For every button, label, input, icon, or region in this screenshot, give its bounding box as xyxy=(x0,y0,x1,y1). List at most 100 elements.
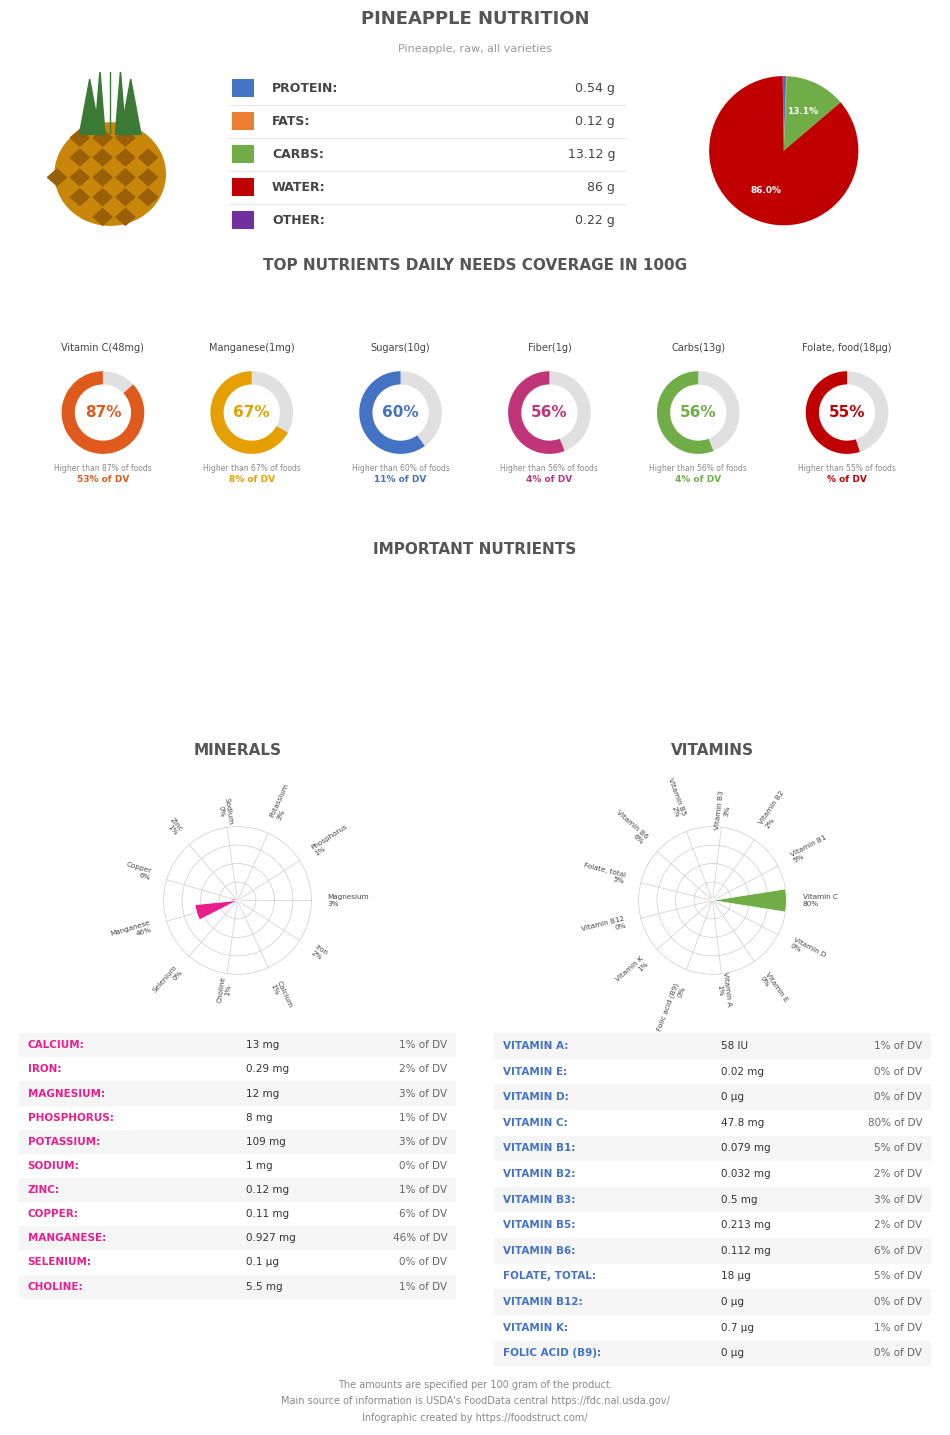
Text: Glycemic Index: Glycemic Index xyxy=(797,604,897,618)
Polygon shape xyxy=(139,189,158,205)
Text: 58 IU: 58 IU xyxy=(721,1040,749,1050)
Text: 2% of DV: 2% of DV xyxy=(874,1170,922,1180)
FancyBboxPatch shape xyxy=(494,1238,931,1264)
Text: 8 mg: 8 mg xyxy=(246,1112,273,1122)
Polygon shape xyxy=(121,79,141,135)
Wedge shape xyxy=(698,372,740,451)
FancyBboxPatch shape xyxy=(494,1289,931,1314)
Text: Sodium: Sodium xyxy=(376,604,426,618)
Text: DV not applicable: DV not applicable xyxy=(807,695,887,703)
Text: Vitamin C(48mg): Vitamin C(48mg) xyxy=(62,343,144,353)
Text: Higher than 60% of foods: Higher than 60% of foods xyxy=(352,464,449,474)
Text: TOP NUTRIENTS DAILY NEEDS COVERAGE IN 100G: TOP NUTRIENTS DAILY NEEDS COVERAGE IN 10… xyxy=(263,258,687,273)
Text: Higher than 56% of foods: Higher than 56% of foods xyxy=(501,464,598,474)
Polygon shape xyxy=(115,72,125,135)
Text: FOLATE, TOTAL:: FOLATE, TOTAL: xyxy=(503,1271,596,1281)
Text: 67%: 67% xyxy=(234,405,270,420)
Text: WATER:: WATER: xyxy=(272,181,326,194)
Wedge shape xyxy=(549,372,591,451)
Text: 11% of DV: 11% of DV xyxy=(374,475,427,484)
Text: Magnesium
3%: Magnesium 3% xyxy=(328,894,370,907)
Wedge shape xyxy=(232,898,238,901)
Polygon shape xyxy=(139,169,158,185)
Text: 0 μg: 0 μg xyxy=(721,1297,744,1307)
Text: VITAMIN E:: VITAMIN E: xyxy=(503,1066,567,1076)
Text: VITAMIN B3:: VITAMIN B3: xyxy=(503,1195,575,1204)
Text: 3% of DV: 3% of DV xyxy=(399,1137,447,1147)
Text: 0% of DV: 0% of DV xyxy=(874,1297,922,1307)
Text: Choline
1%: Choline 1% xyxy=(217,976,233,1004)
FancyBboxPatch shape xyxy=(19,1105,456,1129)
Wedge shape xyxy=(712,898,713,901)
Text: 8% of DV: 8% of DV xyxy=(229,475,275,484)
Wedge shape xyxy=(210,372,288,453)
Polygon shape xyxy=(116,189,135,205)
Text: FATS:: FATS: xyxy=(272,115,311,128)
Text: 0 μg: 0 μg xyxy=(721,1349,744,1359)
Text: 0.079 mg: 0.079 mg xyxy=(721,1144,770,1154)
Text: 0.29 mg: 0.29 mg xyxy=(246,1065,290,1075)
Text: VITAMINS: VITAMINS xyxy=(671,743,754,758)
Text: 50kcal: 50kcal xyxy=(72,643,133,662)
Wedge shape xyxy=(784,76,787,151)
Text: 0.213 mg: 0.213 mg xyxy=(721,1220,771,1230)
Text: ZINC:: ZINC: xyxy=(28,1185,60,1195)
Text: Manganese
46%: Manganese 46% xyxy=(109,920,153,944)
FancyBboxPatch shape xyxy=(494,1187,931,1213)
Text: 10.94% of DV: 10.94% of DV xyxy=(519,695,580,703)
Text: 6% of DV: 6% of DV xyxy=(399,1210,447,1220)
Text: SELENIUM:: SELENIUM: xyxy=(28,1257,92,1267)
Text: 11.72g: 11.72g xyxy=(219,643,284,662)
FancyBboxPatch shape xyxy=(19,1250,456,1274)
Text: Vitamin B2
2%: Vitamin B2 2% xyxy=(758,791,791,829)
Text: Folate, total
5%: Folate, total 5% xyxy=(581,862,627,885)
Text: 0.11 mg: 0.11 mg xyxy=(246,1210,290,1220)
Text: 3% of DV: 3% of DV xyxy=(399,1089,447,1099)
Text: Net Carbs: Net Carbs xyxy=(218,604,285,618)
Wedge shape xyxy=(847,372,888,452)
Text: MINERALS: MINERALS xyxy=(194,743,281,758)
Wedge shape xyxy=(784,76,841,151)
Text: SODIUM:: SODIUM: xyxy=(28,1161,80,1171)
Polygon shape xyxy=(80,79,100,135)
Text: 0% of DV: 0% of DV xyxy=(874,1349,922,1359)
Wedge shape xyxy=(708,897,712,901)
Text: VITAMIN B6:: VITAMIN B6: xyxy=(503,1246,575,1256)
FancyBboxPatch shape xyxy=(494,1085,931,1111)
Text: Higher than 55% of foods: Higher than 55% of foods xyxy=(798,464,896,474)
Polygon shape xyxy=(93,149,112,166)
Text: 0% of DV: 0% of DV xyxy=(874,1066,922,1076)
Text: 56%: 56% xyxy=(531,405,568,420)
Polygon shape xyxy=(95,72,105,135)
Text: 18 μg: 18 μg xyxy=(721,1271,751,1281)
Wedge shape xyxy=(708,898,712,901)
Text: IRON:: IRON: xyxy=(28,1065,61,1075)
Polygon shape xyxy=(70,129,89,146)
Text: Vitamin B5
2%: Vitamin B5 2% xyxy=(660,776,687,818)
Text: 1 mg: 1 mg xyxy=(246,1161,273,1171)
Text: 1% of DV: 1% of DV xyxy=(399,1112,447,1122)
Polygon shape xyxy=(93,208,112,225)
FancyBboxPatch shape xyxy=(19,1082,456,1105)
Text: Selenium
0%: Selenium 0% xyxy=(151,964,183,999)
Text: OTHER:: OTHER: xyxy=(272,214,325,227)
Text: Vitamin K
1%: Vitamin K 1% xyxy=(615,956,650,989)
Text: CHOLINE:: CHOLINE: xyxy=(28,1281,84,1292)
FancyBboxPatch shape xyxy=(19,1178,456,1203)
FancyBboxPatch shape xyxy=(494,1135,931,1161)
FancyBboxPatch shape xyxy=(494,1340,931,1366)
Text: 13 mg: 13 mg xyxy=(246,1040,279,1050)
Wedge shape xyxy=(784,76,787,151)
Text: Sugars(10g): Sugars(10g) xyxy=(370,343,430,353)
Text: 53% of DV: 53% of DV xyxy=(77,475,129,484)
Polygon shape xyxy=(116,149,135,166)
Text: Calcium
1%: Calcium 1% xyxy=(269,980,293,1012)
FancyBboxPatch shape xyxy=(494,1264,931,1289)
Text: Folate, food(18μg): Folate, food(18μg) xyxy=(803,343,892,353)
Wedge shape xyxy=(359,372,425,453)
Wedge shape xyxy=(62,372,144,453)
FancyBboxPatch shape xyxy=(19,1129,456,1154)
Text: 0.7 μg: 0.7 μg xyxy=(721,1323,754,1333)
Wedge shape xyxy=(709,76,859,225)
Wedge shape xyxy=(401,372,442,446)
